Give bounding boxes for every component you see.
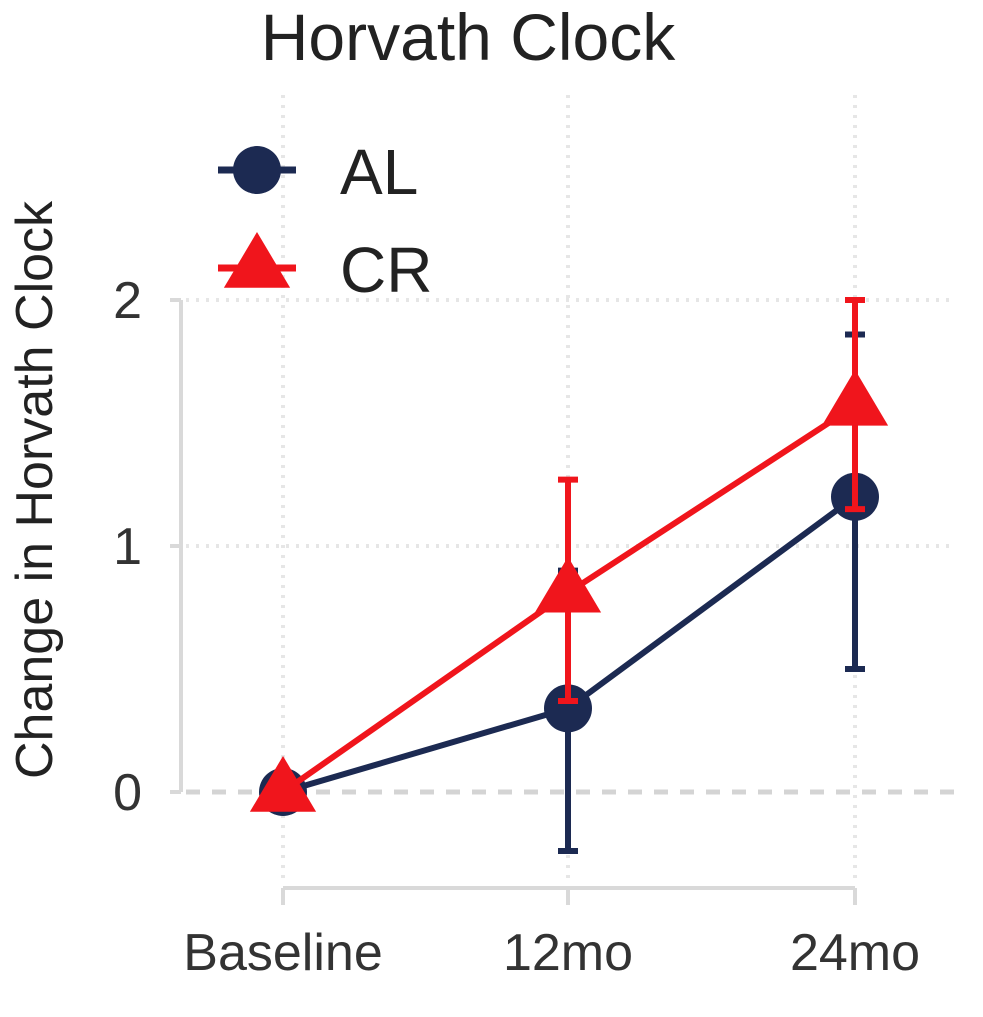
y-axis-label: Change in Horvath Clock [6, 200, 64, 779]
legend-marker-cr [223, 232, 291, 288]
y-tick-label-0: 0 [113, 764, 142, 822]
x-tick-label-0: Baseline [183, 924, 382, 982]
axis-layer: 0 1 2 Baseline 12mo 24mo [113, 272, 920, 982]
legend-marker-al [233, 146, 281, 194]
data-point-al-1 [544, 684, 592, 733]
x-tick-label-2: 24mo [790, 924, 920, 982]
data-point-cr-1 [534, 556, 602, 613]
legend-label-al: AL [340, 136, 418, 208]
legend-label-cr: CR [340, 234, 432, 306]
data-point-cr-2 [821, 369, 889, 426]
x-tick-label-1: 12mo [503, 924, 633, 982]
chart-title: Horvath Clock [261, 0, 676, 74]
legend: AL CR [218, 136, 432, 306]
y-tick-label-1: 1 [113, 518, 142, 576]
series-layer [249, 297, 889, 855]
data-point-cr-0 [249, 756, 317, 812]
y-tick-label-2: 2 [113, 272, 142, 330]
series-cr [249, 297, 889, 812]
